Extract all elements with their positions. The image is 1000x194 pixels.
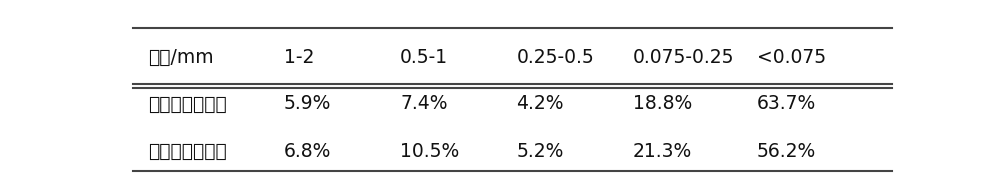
Text: 泥质粉砂岩渣土: 泥质粉砂岩渣土 bbox=[148, 94, 227, 113]
Text: 0.25-0.5: 0.25-0.5 bbox=[516, 48, 594, 67]
Text: 0.075-0.25: 0.075-0.25 bbox=[633, 48, 734, 67]
Text: 0.5-1: 0.5-1 bbox=[400, 48, 448, 67]
Text: 18.8%: 18.8% bbox=[633, 94, 692, 113]
Text: 中风化砾岩渣土: 中风化砾岩渣土 bbox=[148, 142, 227, 161]
Text: 1-2: 1-2 bbox=[284, 48, 314, 67]
Text: 5.9%: 5.9% bbox=[284, 94, 331, 113]
Text: <0.075: <0.075 bbox=[757, 48, 826, 67]
Text: 56.2%: 56.2% bbox=[757, 142, 816, 161]
Text: 粒径/mm: 粒径/mm bbox=[148, 48, 214, 67]
Text: 63.7%: 63.7% bbox=[757, 94, 816, 113]
Text: 5.2%: 5.2% bbox=[516, 142, 564, 161]
Text: 7.4%: 7.4% bbox=[400, 94, 448, 113]
Text: 10.5%: 10.5% bbox=[400, 142, 459, 161]
Text: 21.3%: 21.3% bbox=[633, 142, 692, 161]
Text: 4.2%: 4.2% bbox=[516, 94, 564, 113]
Text: 6.8%: 6.8% bbox=[284, 142, 331, 161]
